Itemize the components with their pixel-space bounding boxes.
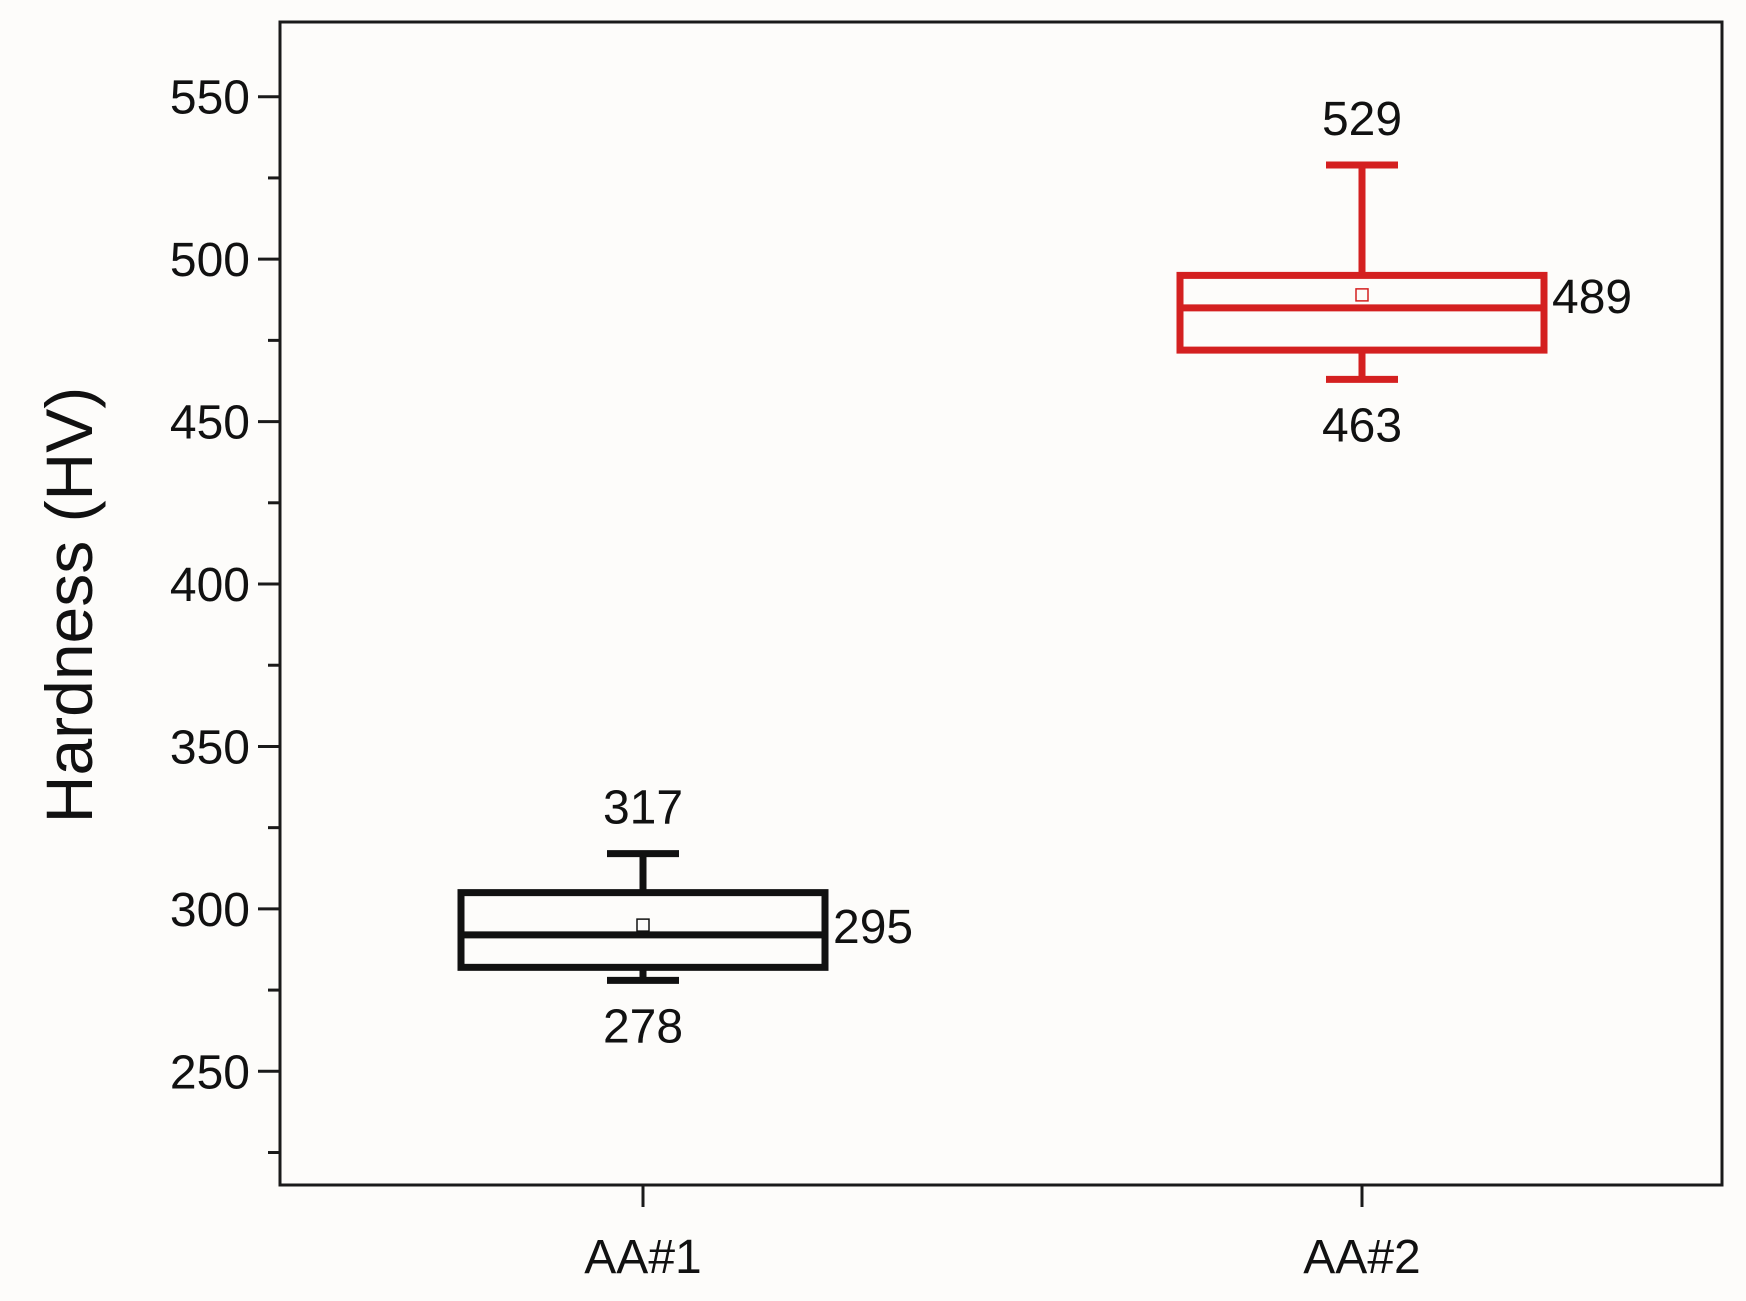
max-label: 317 bbox=[603, 782, 683, 835]
mean-marker bbox=[1355, 288, 1369, 302]
min-label: 463 bbox=[1322, 399, 1402, 452]
y-tick-label: 350 bbox=[170, 721, 250, 774]
mean-label: 295 bbox=[833, 901, 913, 954]
mean-marker bbox=[636, 918, 650, 932]
y-axis: 250 300 350 400 450 500 550 bbox=[170, 72, 280, 1155]
plot-area bbox=[278, 20, 1724, 1187]
x-tick-label: AA#2 bbox=[1303, 1231, 1420, 1284]
y-tick-label: 300 bbox=[170, 884, 250, 937]
y-axis-title: Hardness (HV) bbox=[32, 387, 106, 823]
x-tick-label: AA#1 bbox=[584, 1231, 701, 1284]
y-tick-label: 550 bbox=[170, 72, 250, 125]
y-tick-label: 250 bbox=[170, 1046, 250, 1099]
box-AA#2: 529 463 489 bbox=[1176, 93, 1632, 452]
iqr-box bbox=[457, 889, 829, 971]
y-tick-label: 500 bbox=[170, 234, 250, 287]
iqr-box bbox=[1176, 271, 1548, 354]
y-tick-label: 400 bbox=[170, 559, 250, 612]
y-tick-label: 450 bbox=[170, 397, 250, 450]
plot-frame bbox=[278, 20, 1724, 1187]
mean-label: 489 bbox=[1552, 271, 1632, 324]
min-label: 278 bbox=[603, 1000, 683, 1053]
x-axis: AA#1 AA#2 bbox=[584, 1185, 1421, 1284]
boxes: 317 278 295 529 463 489 bbox=[457, 93, 1632, 1053]
max-label: 529 bbox=[1322, 93, 1402, 146]
box-AA#1: 317 278 295 bbox=[457, 782, 913, 1053]
